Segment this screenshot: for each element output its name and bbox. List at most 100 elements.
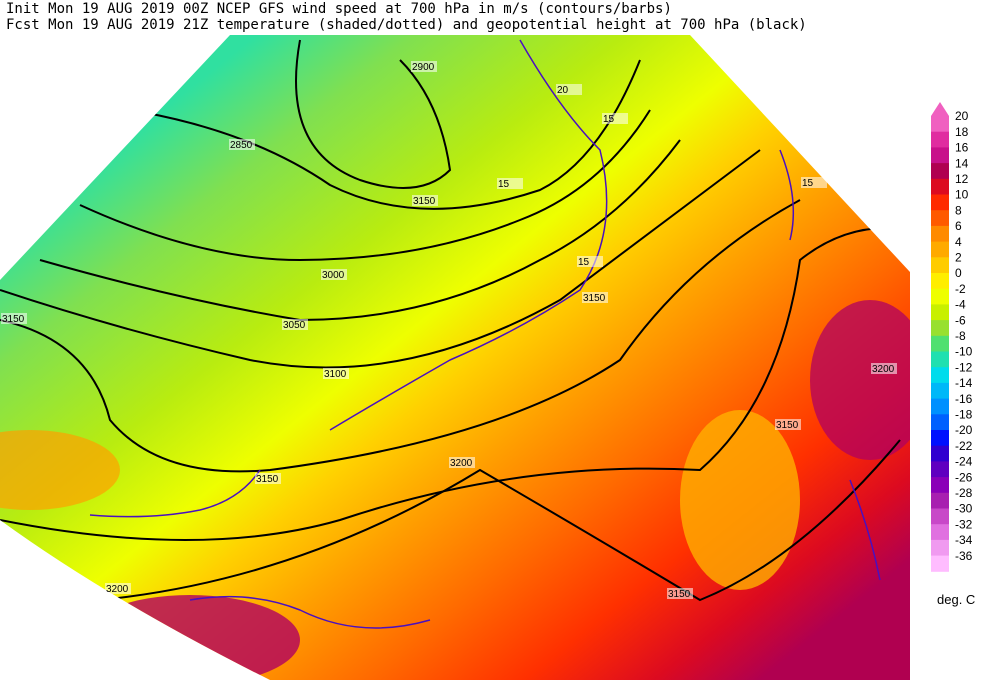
colorbar-label: -26 bbox=[955, 470, 973, 484]
contour-label: 3200 bbox=[106, 584, 129, 595]
label-bg bbox=[255, 473, 281, 484]
colorbar-label: 6 bbox=[955, 219, 962, 233]
contour-label: 15 bbox=[802, 178, 814, 189]
colorbar-swatch bbox=[931, 351, 949, 368]
label-bg bbox=[801, 177, 827, 188]
label-bg bbox=[105, 583, 131, 594]
label-bg bbox=[775, 419, 801, 430]
label-bg bbox=[323, 368, 349, 379]
colorbar-label: -32 bbox=[955, 517, 973, 531]
header-line: Fcst Mon 19 AUG 2019 21Z temperature (sh… bbox=[6, 17, 807, 33]
contour-label: 3150 bbox=[413, 196, 436, 207]
colorbar-swatch bbox=[931, 210, 949, 227]
contour-label: 3000 bbox=[322, 270, 345, 281]
contour-label: 20 bbox=[557, 85, 569, 96]
colorbar-label: -18 bbox=[955, 407, 973, 421]
contour-label: 3100 bbox=[324, 369, 347, 380]
label-bg bbox=[321, 269, 347, 280]
colorbar-swatch bbox=[931, 382, 949, 400]
colorbar-label: 0 bbox=[955, 266, 962, 280]
colorbar-label: 14 bbox=[955, 156, 969, 170]
colorbar-swatch bbox=[931, 257, 949, 274]
colorbar-label: 20 bbox=[955, 109, 969, 123]
colorbar-swatch bbox=[931, 304, 949, 321]
colorbar-swatch bbox=[931, 273, 949, 290]
label-bg bbox=[497, 178, 523, 189]
colorbar-label: -34 bbox=[955, 533, 973, 547]
colorbar-label: -30 bbox=[955, 502, 973, 516]
colorbar-swatch bbox=[931, 131, 949, 148]
header-line: Init Mon 19 AUG 2019 00Z NCEP GFS wind s… bbox=[6, 1, 672, 17]
label-bg bbox=[667, 588, 693, 599]
colorbar-swatch bbox=[931, 430, 949, 447]
colorbar-label: -8 bbox=[955, 329, 966, 343]
label-bg bbox=[602, 113, 628, 124]
contour-label: 3200 bbox=[872, 364, 895, 375]
colorbar-unit: deg. C bbox=[937, 592, 975, 607]
colorbar-swatch bbox=[931, 194, 949, 211]
colorbar-swatch bbox=[931, 492, 949, 509]
colorbar-label: -24 bbox=[955, 455, 973, 469]
colorbar-swatch bbox=[931, 477, 949, 494]
contour-label: 3150 bbox=[256, 474, 279, 485]
colorbar-label: -4 bbox=[955, 298, 966, 312]
colorbar-swatch bbox=[931, 320, 949, 337]
colorbar-swatch bbox=[931, 163, 949, 180]
colorbar-label: -22 bbox=[955, 439, 973, 453]
colorbar-label: 2 bbox=[955, 250, 962, 264]
colorbar-label: 18 bbox=[955, 125, 969, 139]
colorbar-label: -2 bbox=[955, 282, 966, 296]
contour-label: 3150 bbox=[668, 589, 691, 600]
contour-label: 2900 bbox=[412, 62, 435, 73]
colorbar-arrow bbox=[931, 102, 949, 116]
contour-label: 15 bbox=[603, 114, 615, 125]
label-bg bbox=[582, 292, 608, 303]
colorbar-label: -20 bbox=[955, 423, 973, 437]
label-bg bbox=[577, 256, 603, 267]
label-bg bbox=[412, 195, 438, 206]
colorbar-swatch bbox=[931, 555, 949, 572]
contour-label: 15 bbox=[578, 257, 590, 268]
colorbar-swatch bbox=[931, 445, 949, 462]
colorbar-swatch bbox=[931, 539, 949, 557]
colorbar-label: 4 bbox=[955, 235, 962, 249]
label-bg bbox=[556, 84, 582, 95]
contour-label: 15 bbox=[498, 179, 510, 190]
colorbar-swatch bbox=[931, 414, 949, 431]
colorbar-swatch bbox=[931, 178, 949, 195]
colorbar-label: 10 bbox=[955, 188, 969, 202]
contour-label: 2850 bbox=[230, 140, 253, 151]
colorbar-label: -16 bbox=[955, 392, 973, 406]
contour-label: 3200 bbox=[450, 458, 473, 469]
label-bg bbox=[871, 363, 897, 374]
colorbar: 20181614121086420-2-4-6-8-10-12-14-16-18… bbox=[931, 102, 973, 572]
contour-label: 3150 bbox=[583, 293, 606, 304]
colorbar-swatch bbox=[931, 241, 949, 258]
colorbar-swatch bbox=[931, 288, 949, 305]
colorbar-label: 16 bbox=[955, 141, 969, 155]
colorbar-label: -6 bbox=[955, 313, 966, 327]
colorbar-label: -36 bbox=[955, 549, 973, 563]
contour-label: 3150 bbox=[2, 314, 25, 325]
colorbar-label: -10 bbox=[955, 345, 973, 359]
colorbar-swatch bbox=[931, 147, 949, 164]
contour-labels: 2900 2850 3000 3050 3100 3150 3150 3150 3200 3200… bbox=[1, 61, 897, 600]
label-bg bbox=[229, 139, 255, 150]
colorbar-swatch bbox=[931, 461, 949, 478]
colorbar-swatch bbox=[931, 225, 949, 243]
colorbar-swatch bbox=[931, 508, 949, 525]
colorbar-swatch bbox=[931, 335, 949, 352]
colorbar-label: -28 bbox=[955, 486, 973, 500]
label-bg bbox=[411, 61, 437, 72]
contour-label: 3150 bbox=[776, 420, 799, 431]
colorbar-label: 8 bbox=[955, 203, 962, 217]
colorbar-swatch bbox=[931, 398, 949, 415]
colorbar-swatch bbox=[931, 524, 949, 541]
label-bg bbox=[449, 457, 475, 468]
contour-label: 3050 bbox=[283, 320, 306, 331]
colorbar-label: -14 bbox=[955, 376, 973, 390]
colorbar-swatch bbox=[931, 116, 949, 133]
label-bg bbox=[282, 319, 308, 330]
